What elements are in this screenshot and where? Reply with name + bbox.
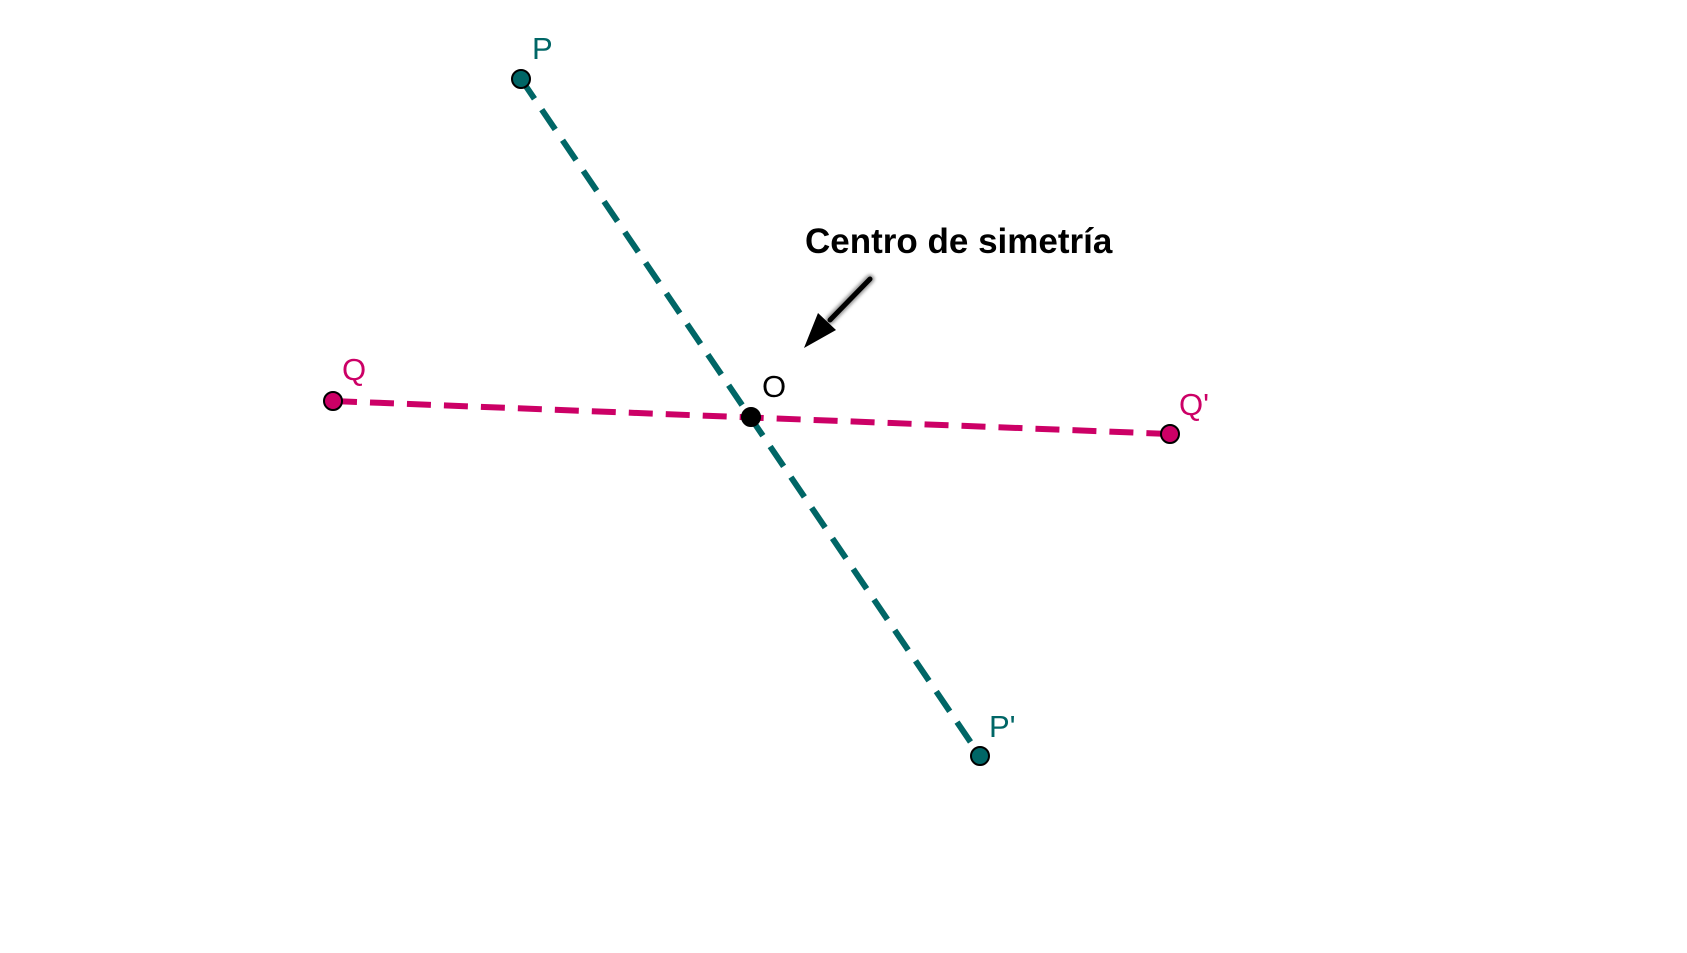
- point-q-prime[interactable]: [1160, 424, 1180, 444]
- label-p-prime: P': [989, 709, 1016, 744]
- point-q[interactable]: [323, 391, 343, 411]
- label-p: P: [532, 31, 553, 66]
- label-q-prime: Q': [1179, 387, 1209, 422]
- annotation-centro-de-simetria: Centro de simetría: [805, 222, 1113, 261]
- point-p[interactable]: [511, 69, 531, 89]
- label-o: O: [762, 369, 786, 404]
- point-o-center[interactable]: [741, 407, 761, 427]
- arrow-pointer: [804, 274, 875, 348]
- point-p-prime[interactable]: [970, 746, 990, 766]
- label-q: Q: [342, 352, 366, 387]
